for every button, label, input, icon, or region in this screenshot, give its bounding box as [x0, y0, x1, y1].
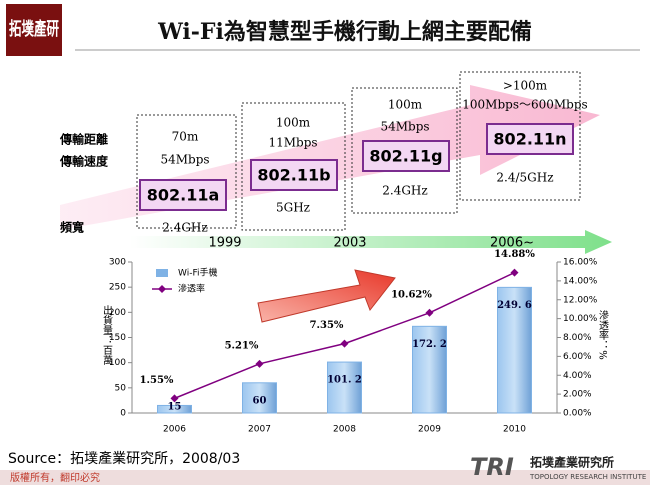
standard-distance: 100m	[388, 98, 423, 112]
standard-name: 802.11g	[369, 147, 442, 166]
legend-marker	[158, 285, 166, 293]
y-tick-label: 300	[109, 258, 126, 268]
standard-name-box	[486, 123, 574, 155]
logo: 拓墣產研	[9, 18, 59, 40]
bar-value-label: 101. 2	[327, 375, 362, 386]
standard-name-box	[250, 159, 338, 191]
line-value-label: 10.62%	[391, 289, 432, 300]
y2-axis-title: 滲透率：%	[597, 310, 609, 360]
bar	[412, 325, 447, 414]
legend-label: Wi-Fi手機	[178, 267, 217, 279]
y2-tick-label: 8.00%	[563, 333, 592, 343]
standard-speed: 100Mbps～600Mbps	[462, 98, 587, 112]
timeline-label: 2003	[333, 236, 366, 251]
standard-speed: 54Mbps	[160, 153, 209, 167]
x-tick-label: 2010	[503, 425, 526, 435]
source: Source：拓墣產業研究所，2008/03	[8, 450, 240, 467]
y2-tick-label: 6.00%	[563, 352, 592, 362]
chart: 0 50 100 150 200 250 300 0.00% 2.00% 4.00% 6.00% 8.…	[101, 249, 609, 434]
brand-mark: TRI	[470, 453, 514, 481]
y-tick-label: 100	[109, 358, 126, 368]
y2-tick-label: 0.00%	[563, 409, 592, 419]
standard-box	[241, 102, 346, 231]
bar-value-label: 15	[168, 402, 182, 413]
footer-bar	[0, 470, 650, 485]
standard-name: 802.11a	[147, 186, 220, 205]
standard-band: 2.4GHz	[382, 184, 427, 198]
x-tick-label: 2009	[418, 425, 441, 435]
standard-name-box	[139, 179, 227, 211]
row-label: 頻寬	[60, 220, 84, 235]
row-label: 傳輸速度	[59, 154, 109, 169]
row-label: 傳輸距離	[59, 132, 108, 147]
line-value-label: 5.21%	[225, 340, 259, 351]
bar-value-label: 60	[253, 395, 267, 406]
y-tick-label: 250	[109, 283, 126, 293]
standard-box	[459, 71, 581, 201]
y2-tick-label: 2.00%	[563, 390, 592, 400]
bar	[242, 382, 277, 414]
bar	[327, 361, 362, 414]
line-value-label: 1.55%	[140, 375, 174, 386]
standard-name: 802.11b	[257, 166, 330, 185]
bar	[157, 404, 192, 414]
line-marker	[340, 339, 349, 348]
y2-tick-label: 16.00%	[563, 258, 598, 268]
timeline-label: 2006~	[490, 236, 534, 251]
brand-subtitle: TOPOLOGY RESEARCH INSTITUTE	[529, 473, 646, 481]
standard-speed: 11Mbps	[268, 136, 317, 150]
legend-label: 滲透率	[178, 283, 205, 295]
line-marker	[510, 268, 519, 277]
legend-swatch	[156, 269, 168, 277]
standard-box	[136, 114, 237, 229]
standard-name: 802.11n	[493, 130, 566, 149]
standard-speed: 54Mbps	[380, 120, 429, 134]
y-tick-label: 50	[115, 383, 127, 393]
footer: 版權所有，翻印必究	[10, 471, 100, 484]
standard-name-box	[362, 140, 450, 172]
y-tick-label: 200	[109, 308, 126, 318]
y-axis-title: 出貨量：百萬	[101, 304, 113, 366]
x-tick-label: 2006	[163, 425, 186, 435]
x-tick-label: 2008	[333, 425, 356, 435]
line-marker	[425, 308, 434, 317]
x-tick-label: 2007	[248, 425, 271, 435]
line-value-label: 14.88%	[494, 249, 535, 260]
bar-value-label: 172. 2	[412, 339, 447, 350]
y2-tick-label: 10.00%	[563, 314, 598, 324]
y-tick-label: 0	[120, 409, 126, 419]
growth-arrow	[257, 269, 396, 323]
y2-tick-label: 4.00%	[563, 371, 592, 381]
standard-box	[351, 87, 458, 214]
line-value-label: 7.35%	[310, 320, 344, 331]
bar	[497, 286, 532, 414]
standard-band: 2.4GHz	[162, 221, 207, 235]
y2-tick-label: 12.00%	[563, 295, 598, 305]
logo-box	[6, 4, 62, 56]
y-tick-label: 150	[109, 333, 126, 343]
standard-distance: 70m	[172, 130, 199, 144]
standard-band: 5GHz	[276, 201, 310, 215]
timeline-label: 1999	[208, 236, 241, 251]
standard-distance: 100m	[276, 116, 311, 130]
title: Wi-Fi為智慧型手機行動上網主要配備	[157, 19, 532, 45]
y2-tick-label: 14.00%	[563, 276, 598, 286]
standard-distance: >100m	[503, 79, 548, 93]
brand-name: 拓墣產業研究所	[530, 455, 614, 470]
line-marker	[255, 359, 264, 368]
bar-value-label: 249. 6	[497, 300, 532, 311]
line-marker	[170, 394, 179, 403]
timeline-arrow	[130, 230, 612, 254]
standard-band: 2.4/5GHz	[496, 171, 553, 185]
